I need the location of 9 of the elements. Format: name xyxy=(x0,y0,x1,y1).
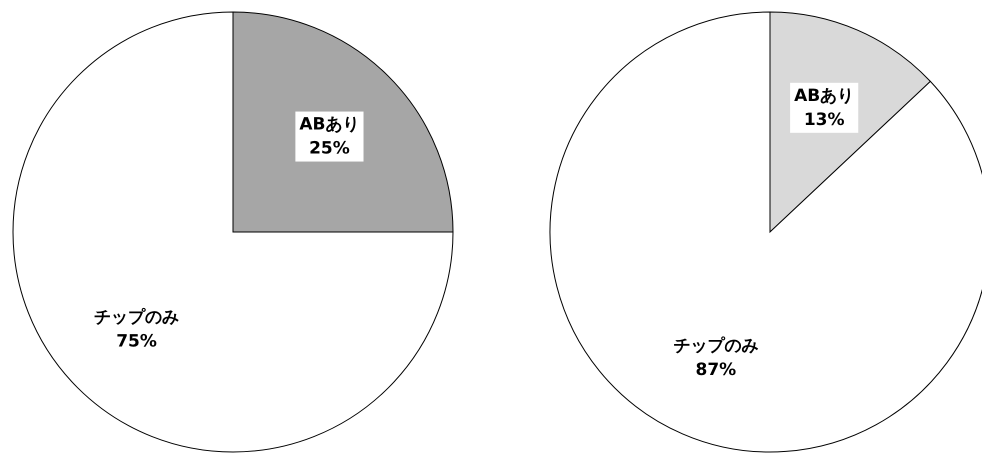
slice-label: ABあり xyxy=(794,86,854,106)
slice-label: ABあり xyxy=(299,114,360,135)
pie-slice xyxy=(12,12,454,452)
slice-label: チップのみ xyxy=(673,336,758,356)
data-label: 87% xyxy=(695,360,736,380)
data-label: 25% xyxy=(309,138,350,159)
slice-label: チップのみ xyxy=(94,307,180,328)
data-label: 75% xyxy=(116,331,157,352)
data-label: 13% xyxy=(804,110,845,130)
